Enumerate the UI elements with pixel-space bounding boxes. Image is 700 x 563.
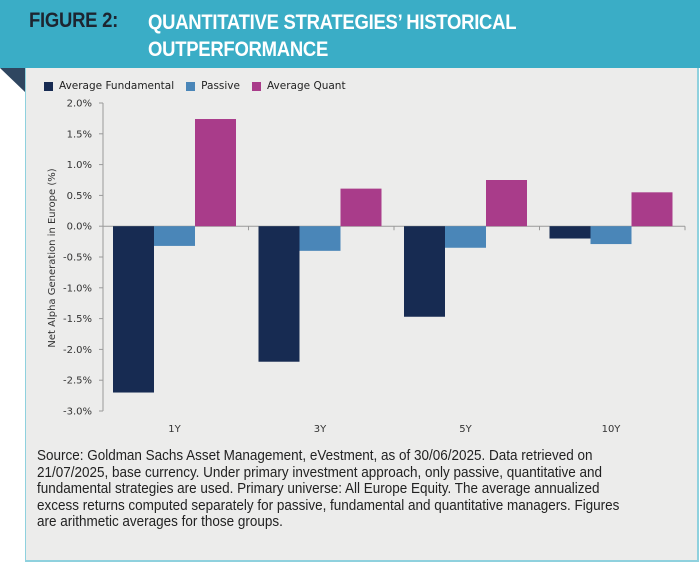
y-tick-label: 0.5% — [67, 191, 92, 202]
y-tick-label: -1.0% — [63, 283, 92, 294]
bar-average-quant-1y — [195, 119, 236, 227]
bar-average-quant-10y — [631, 192, 673, 227]
y-tick-label: -0.5% — [63, 253, 92, 264]
y-tick-label: 0.0% — [67, 222, 92, 233]
x-tick-label: 5Y — [459, 424, 472, 435]
bar-passive-1y — [154, 226, 195, 246]
chart-axes — [99, 102, 686, 412]
bar-passive-10y — [590, 226, 632, 245]
bar-passive-5y — [445, 226, 486, 248]
figure-header: FIGURE 2: QUANTITATIVE STRATEGIES’ HISTO… — [0, 0, 700, 68]
y-tick-label: -1.5% — [63, 314, 92, 325]
legend-item-passive: Passive — [186, 80, 240, 92]
chart-legend: Average Fundamental Passive Average Quan… — [44, 80, 358, 92]
figure-title: QUANTITATIVE STRATEGIES’ HISTORICAL OUTP… — [148, 11, 516, 61]
figure-label: FIGURE 2: — [29, 9, 119, 32]
x-tick-label: 10Y — [602, 424, 622, 435]
bar-average-fundamental-10y — [549, 226, 591, 239]
bar-average-fundamental-5y — [404, 226, 445, 317]
x-tick-label: 1Y — [168, 424, 181, 435]
y-tick-label: -3.0% — [63, 407, 92, 418]
y-tick-label: -2.0% — [63, 345, 92, 356]
y-tick-label: 1.0% — [67, 160, 92, 171]
corner-fold — [0, 68, 25, 92]
bar-average-quant-5y — [486, 180, 527, 227]
bar-average-quant-3y — [340, 188, 382, 227]
x-tick-label: 3Y — [314, 424, 327, 435]
legend-swatch-passive — [186, 81, 196, 91]
y-tick-label: 2.0% — [67, 99, 92, 110]
legend-swatch-fundamental — [44, 81, 53, 91]
legend-item-quant: Average Quant — [251, 80, 346, 92]
legend-item-fundamental: Average Fundamental — [44, 80, 174, 92]
y-tick-label: 1.5% — [67, 129, 92, 140]
chart-labels: 2.0% 1.5% 1.0% 0.5% 0.0% -0.5% -1.0% -1.5% -2.0%… — [63, 99, 621, 436]
legend-label-passive: Passive — [201, 80, 240, 92]
bar-average-fundamental-3y — [258, 226, 300, 362]
bar-passive-3y — [299, 226, 341, 251]
legend-swatch-quant — [251, 81, 261, 91]
legend-label-quant: Average Quant — [266, 80, 346, 92]
chart-bars — [113, 119, 673, 393]
y-axis-label: Net Alpha Generation in Europe (%) — [47, 168, 58, 347]
source-note: Source: Goldman Sachs Asset Management, … — [37, 448, 620, 530]
legend-label-fundamental: Average Fundamental — [59, 80, 175, 92]
bar-average-fundamental-1y — [113, 226, 154, 393]
y-tick-label: -2.5% — [63, 376, 92, 387]
